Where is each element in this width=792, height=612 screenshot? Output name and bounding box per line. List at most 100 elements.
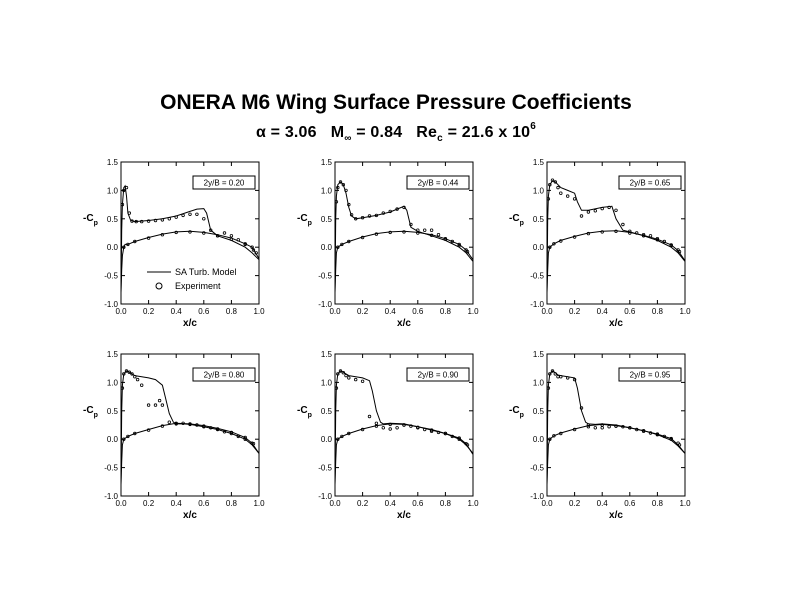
- experiment-point: [122, 372, 126, 376]
- model-lower-line: [121, 230, 259, 293]
- experiment-point: [572, 427, 577, 432]
- plot-area: [547, 369, 685, 485]
- experiment-point: [548, 245, 552, 249]
- y-tick-label: -0.5: [318, 272, 332, 281]
- station-label-box: [406, 175, 470, 190]
- experiment-point: [188, 422, 192, 427]
- experiment-point: [556, 185, 560, 190]
- station-label: 2y/B = 0.90: [418, 371, 459, 380]
- y-tick-label: -1.0: [530, 300, 544, 309]
- experiment-point: [388, 209, 392, 214]
- y-tick-label: -0.5: [104, 272, 118, 281]
- experiment-point: [160, 218, 165, 222]
- experiment-point: [153, 218, 158, 223]
- experiment-point: [195, 423, 199, 427]
- experiment-point: [349, 213, 354, 217]
- y-tick-label: -0.5: [530, 464, 544, 473]
- y-tick-label: 1.5: [533, 350, 545, 359]
- experiment-point: [628, 426, 632, 430]
- experiment-point: [429, 429, 434, 433]
- experiment-point: [174, 215, 178, 219]
- experiment-point: [465, 443, 470, 447]
- x-tick-label: 0.2: [569, 499, 581, 508]
- y-tick-label: 1.0: [533, 378, 545, 387]
- model-upper-line: [335, 370, 473, 485]
- experiment-point: [215, 427, 220, 431]
- experiment-point: [416, 231, 420, 235]
- y-tick-label: -1.0: [530, 492, 544, 501]
- y-tick-label: 0.0: [107, 435, 119, 444]
- x-tick-label: 0.6: [412, 307, 424, 316]
- x-tick-label: 0.8: [226, 307, 238, 316]
- reynolds-symbol: Re: [416, 124, 438, 141]
- model-lower-line: [335, 423, 473, 485]
- experiment-point: [402, 230, 406, 234]
- experiment-point: [374, 232, 379, 236]
- y-tick-label: 1.0: [107, 186, 119, 195]
- experiment-point: [133, 431, 137, 436]
- experiment-point: [139, 219, 144, 224]
- experiment-point: [641, 234, 646, 238]
- y-axis-label: -Cp: [297, 213, 312, 227]
- reynolds-exponent: 6: [530, 121, 537, 132]
- chart-title: ONERA M6 Wing Surface Pressure Coefficie…: [160, 91, 632, 114]
- y-tick-label: 1.0: [107, 378, 119, 387]
- plot-area: [121, 369, 259, 485]
- experiment-point: [336, 185, 340, 190]
- experiment-point: [121, 202, 125, 207]
- experiment-point: [251, 248, 256, 252]
- plot-frame: [120, 353, 260, 497]
- x-axis-label: x/c: [183, 510, 197, 521]
- x-tick-label: 0.0: [541, 307, 553, 316]
- experiment-point: [135, 377, 140, 382]
- station-label: 2y/B = 0.20: [204, 179, 245, 188]
- y-tick-label: 1.0: [321, 378, 333, 387]
- experiment-point: [130, 372, 134, 376]
- plot-panel: -1.0 -0.5 0.0 0.5 1.0 1.5 0.0 0.2 0.4 0.6 0.8 1.0 x/…: [297, 350, 479, 521]
- experiment-point: [347, 431, 351, 436]
- experiment-point: [146, 403, 151, 407]
- experiment-point: [374, 424, 379, 428]
- experiment-point: [600, 230, 604, 234]
- y-tick-label: 0.5: [107, 407, 119, 416]
- experiment-point: [628, 229, 632, 233]
- experiment-point: [133, 239, 137, 244]
- experiment-point: [600, 206, 604, 211]
- station-label-box: [192, 367, 256, 382]
- experiment-point: [669, 436, 673, 441]
- experiment-point: [347, 376, 351, 380]
- x-axis-label: x/c: [609, 510, 623, 521]
- experiment-point: [662, 239, 666, 244]
- experiment-point: [586, 425, 591, 429]
- experiment-point: [124, 369, 129, 373]
- x-tick-label: 0.4: [385, 499, 397, 508]
- experiment-point: [157, 398, 162, 403]
- experiment-point: [566, 376, 570, 380]
- x-tick-label: 0.8: [652, 499, 664, 508]
- experiment-point: [347, 202, 351, 207]
- experiment-point: [335, 200, 339, 204]
- x-tick-label: 0.0: [329, 499, 341, 508]
- experiment-point: [677, 249, 682, 254]
- y-tick-label: -1.0: [104, 492, 118, 501]
- y-tick-label: -0.5: [104, 464, 118, 473]
- experiment-point: [655, 236, 660, 241]
- experiment-point: [360, 235, 365, 240]
- x-tick-label: 0.4: [597, 499, 609, 508]
- y-tick-label: 0.0: [533, 435, 545, 444]
- mach-symbol: M: [330, 124, 345, 141]
- experiment-point: [360, 427, 365, 432]
- experiment-point: [122, 188, 126, 193]
- experiment-point: [655, 432, 660, 436]
- experiment-point: [443, 237, 448, 241]
- experiment-point: [146, 428, 151, 432]
- experiment-point: [553, 180, 557, 184]
- experiment-point: [251, 442, 256, 446]
- experiment-point: [367, 414, 372, 419]
- x-tick-label: 0.6: [624, 307, 636, 316]
- experiment-point: [388, 427, 392, 431]
- experiment-point: [677, 443, 682, 447]
- experiment-point: [243, 242, 247, 246]
- experiment-point: [229, 431, 234, 436]
